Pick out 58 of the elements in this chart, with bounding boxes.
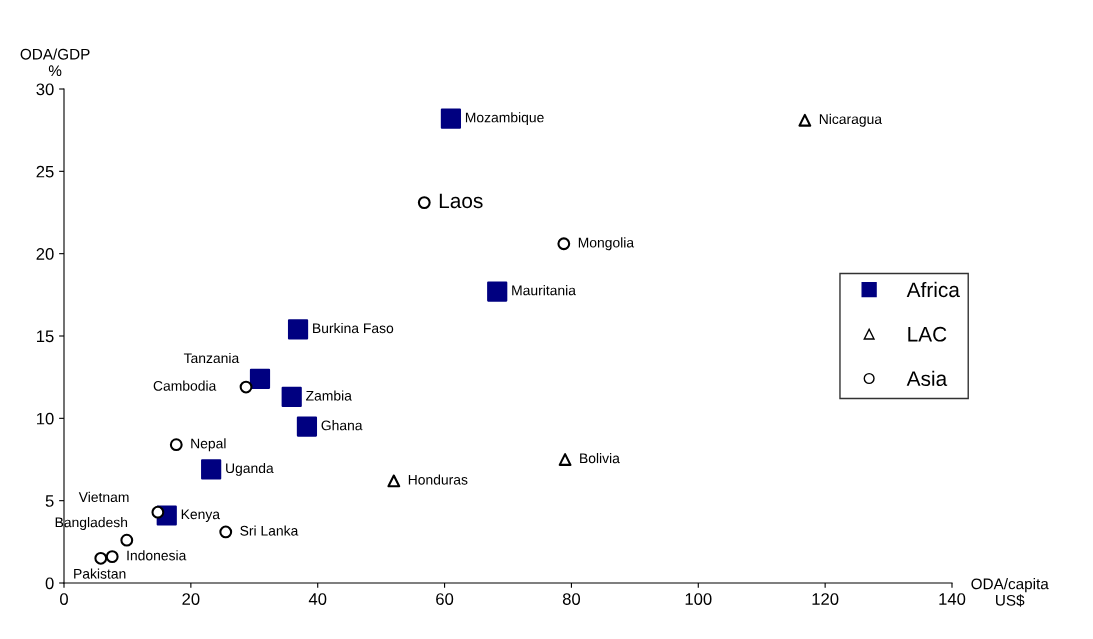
annotation: Nepal — [191, 438, 226, 452]
y-tick-label: 5 — [45, 495, 54, 507]
y-axis-title: ODA/GDP % — [20, 48, 90, 77]
annotation: Nicaragua — [819, 113, 883, 127]
legend-label: LAC — [908, 326, 947, 342]
annotation: Kenya — [181, 509, 221, 522]
y-tick-label: 15 — [37, 330, 54, 343]
legend-label: Africa — [906, 281, 960, 298]
annotation: Zambia — [306, 390, 352, 401]
point — [487, 281, 508, 302]
point — [120, 533, 134, 547]
point — [296, 416, 318, 437]
x-tick-label: 120 — [812, 593, 839, 605]
annotation: Laos — [439, 193, 483, 209]
annotation: Sri Lanka — [240, 525, 299, 536]
x-axis-title: ODA/capita US$ — [971, 578, 1049, 607]
point — [281, 386, 302, 408]
point — [558, 453, 572, 466]
x-tick-label: 100 — [685, 593, 712, 605]
annotation: Bolivia — [580, 453, 620, 464]
annotation: Honduras — [408, 474, 468, 485]
annotation: Uganda — [226, 462, 274, 476]
y-tick-label: 10 — [37, 412, 54, 425]
point — [440, 108, 462, 129]
x-tick-label: 20 — [182, 593, 200, 605]
point — [201, 459, 222, 480]
point — [417, 196, 431, 210]
point — [94, 551, 108, 565]
point — [798, 113, 812, 127]
point — [287, 319, 309, 340]
x-tick-label: 60 — [436, 593, 454, 605]
annotation: Vietnam — [78, 491, 129, 503]
annotation: Mauritania — [512, 285, 576, 296]
y-tick-label: 25 — [36, 165, 54, 178]
y-tick-label: 20 — [36, 248, 54, 260]
point — [169, 438, 183, 452]
annotation: Mongolia — [578, 237, 635, 251]
annotation: Cambodia — [153, 380, 217, 391]
annotation: Ghana — [321, 420, 363, 431]
annotation: Indonesia — [127, 550, 187, 561]
y-tick-label: 30 — [36, 83, 54, 96]
point — [249, 368, 271, 389]
point — [239, 380, 253, 394]
x-tick-label: 140 — [939, 593, 966, 605]
point — [387, 474, 401, 488]
annotation: Mozambique — [465, 112, 544, 126]
x-tick-label: 40 — [308, 593, 327, 605]
point — [105, 550, 119, 564]
x-tick-label: 0 — [60, 593, 68, 605]
point — [219, 525, 233, 539]
annotation: Pakistan — [74, 568, 126, 579]
point — [557, 237, 571, 251]
point — [151, 505, 165, 519]
x-tick-label: 80 — [562, 593, 581, 605]
annotation: Burkina Faso — [313, 322, 394, 334]
annotation: Tanzania — [183, 352, 240, 364]
y-tick-label: 0 — [45, 577, 54, 590]
legend-label: Asia — [906, 370, 948, 387]
